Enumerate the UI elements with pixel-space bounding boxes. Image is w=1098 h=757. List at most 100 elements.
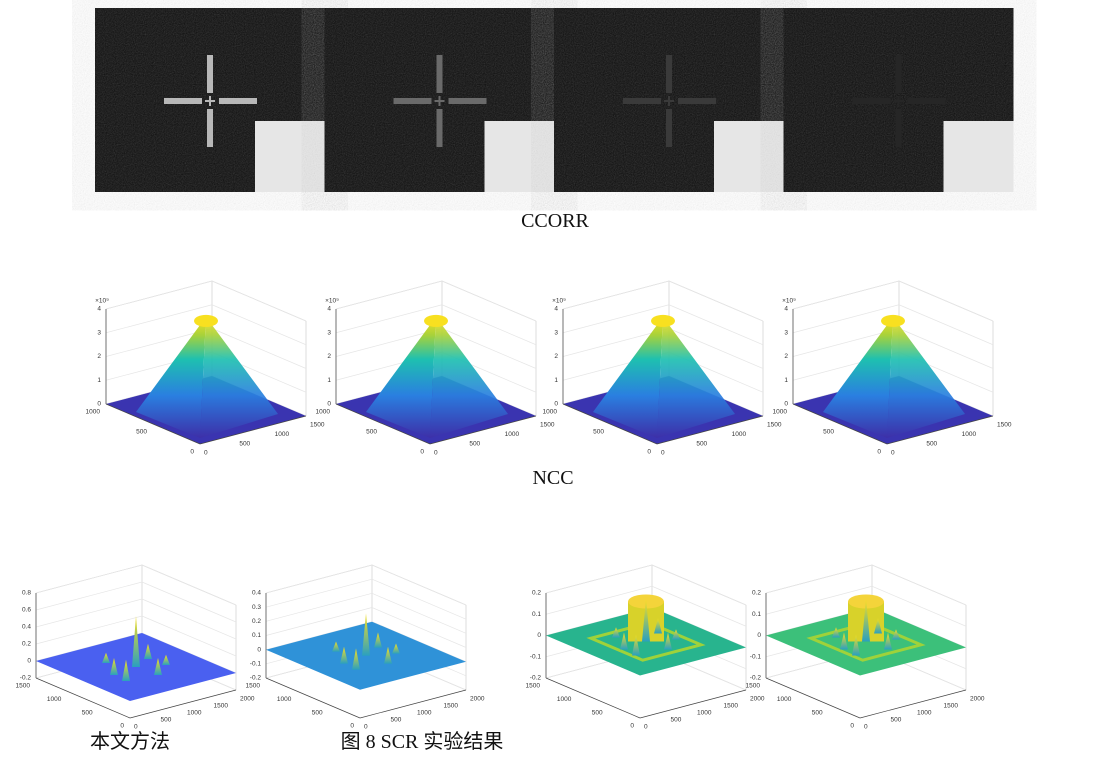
grid-line: [36, 599, 142, 627]
y-tick-label: 1000: [47, 696, 62, 703]
grid-line: [669, 305, 763, 345]
z-tick-label: 0.2: [252, 618, 261, 625]
x-tick-label: 1500: [214, 703, 229, 710]
x-tick-label: 500: [161, 717, 172, 724]
cross-h: [394, 98, 432, 104]
z-tick-label: 1: [554, 377, 558, 384]
cross-h: [908, 98, 946, 104]
z-tick-label: 0: [27, 658, 31, 665]
cross-h: [623, 98, 661, 104]
y-tick-label: 500: [812, 709, 823, 716]
x-tick-label: 1500: [724, 703, 739, 710]
target-image: [784, 8, 1014, 192]
target-image: [95, 8, 325, 192]
z-tick-label: 0.1: [252, 632, 261, 639]
grid-line: [336, 281, 442, 309]
y-tick-label: 500: [312, 709, 323, 716]
z-tick-label: 0.8: [22, 590, 31, 597]
z-exponent: ×10⁹: [552, 298, 566, 305]
x-tick-label: 1000: [697, 710, 712, 717]
cross-v: [666, 109, 672, 147]
z-tick-label: 1: [327, 377, 331, 384]
y-tick-label: 1000: [316, 409, 331, 416]
grid-line: [546, 565, 652, 593]
z-tick-label: -0.2: [20, 675, 32, 682]
cross-h: [164, 98, 202, 104]
x-tick-label: 0: [204, 450, 208, 457]
grid-line: [106, 281, 212, 309]
cross-v: [437, 55, 443, 93]
y-tick-label: 0: [420, 449, 424, 456]
y-tick-label: 500: [82, 709, 93, 716]
x-tick-label: 500: [926, 440, 937, 447]
z-tick-label: 0: [327, 401, 331, 408]
z-tick-label: 0: [757, 632, 761, 639]
z-tick-label: -0.1: [250, 661, 262, 668]
x-tick-label: 1500: [997, 422, 1012, 429]
surface-plot: -0.200.20.40.60.805001000150005001000150…: [16, 565, 255, 731]
x-tick-label: 500: [239, 440, 250, 447]
x-tick-label: 2000: [470, 696, 485, 703]
caption: CCORR: [521, 210, 589, 232]
ccorr-images: [95, 8, 1014, 192]
z-tick-label: 4: [97, 306, 101, 313]
grid-line: [212, 305, 306, 345]
x-tick-label: 1000: [732, 431, 747, 438]
x-tick-label: 500: [469, 440, 480, 447]
surface-plot: -0.2-0.100.10.20500100015000500100015002…: [526, 565, 765, 731]
figure-caption: 图 8 SCR 实验结果: [341, 730, 504, 753]
grid-line: [442, 305, 536, 345]
x-tick-label: 1000: [505, 431, 520, 438]
bright-block: [944, 121, 1014, 192]
cross-h: [449, 98, 487, 104]
z-tick-label: -0.2: [750, 675, 762, 682]
z-tick-label: 0.2: [22, 641, 31, 648]
cross-v: [437, 109, 443, 147]
z-tick-label: 0: [537, 632, 541, 639]
y-tick-label: 500: [136, 429, 147, 436]
grid-line: [669, 281, 763, 321]
z-tick-label: 0.4: [252, 590, 261, 597]
x-tick-label: 0: [364, 724, 368, 731]
y-tick-label: 1500: [526, 683, 541, 690]
z-exponent: ×10⁹: [325, 298, 339, 305]
grid-line: [766, 565, 872, 593]
cross-v: [896, 109, 902, 147]
target-image: [554, 8, 784, 192]
y-tick-label: 0: [647, 449, 651, 456]
z-tick-label: 0: [257, 646, 261, 653]
z-tick-label: 2: [554, 353, 558, 360]
z-tick-label: 0.2: [752, 590, 761, 597]
y-tick-label: 0: [350, 723, 354, 730]
x-tick-label: 0: [864, 724, 868, 731]
y-tick-label: 500: [593, 429, 604, 436]
grid-line: [899, 305, 993, 345]
grid-line: [142, 599, 236, 639]
grid-line: [142, 582, 236, 622]
y-tick-label: 0: [190, 449, 194, 456]
y-tick-label: 1500: [16, 683, 31, 690]
y-tick-label: 0: [630, 723, 634, 730]
y-tick-label: 500: [366, 429, 377, 436]
x-tick-label: 500: [891, 717, 902, 724]
y-tick-label: 0: [850, 723, 854, 730]
y-tick-label: 0: [120, 723, 124, 730]
x-tick-label: 0: [644, 724, 648, 731]
cross-c: [894, 100, 904, 102]
x-tick-label: 0: [434, 450, 438, 457]
z-tick-label: 1: [784, 377, 788, 384]
cross-h: [853, 98, 891, 104]
y-tick-label: 1000: [557, 696, 572, 703]
z-tick-label: 0.3: [252, 604, 261, 611]
z-tick-label: 2: [97, 353, 101, 360]
z-tick-label: -0.2: [530, 675, 542, 682]
z-tick-label: -0.2: [250, 675, 262, 682]
z-tick-label: 0.1: [752, 611, 761, 618]
z-tick-label: 3: [327, 329, 331, 336]
x-tick-label: 1500: [540, 422, 555, 429]
surface-plot: -0.2-0.100.10.20500100015000500100015002…: [746, 565, 985, 731]
grid-line: [793, 281, 899, 309]
bright-block: [255, 121, 325, 192]
cross-c: [435, 100, 445, 102]
